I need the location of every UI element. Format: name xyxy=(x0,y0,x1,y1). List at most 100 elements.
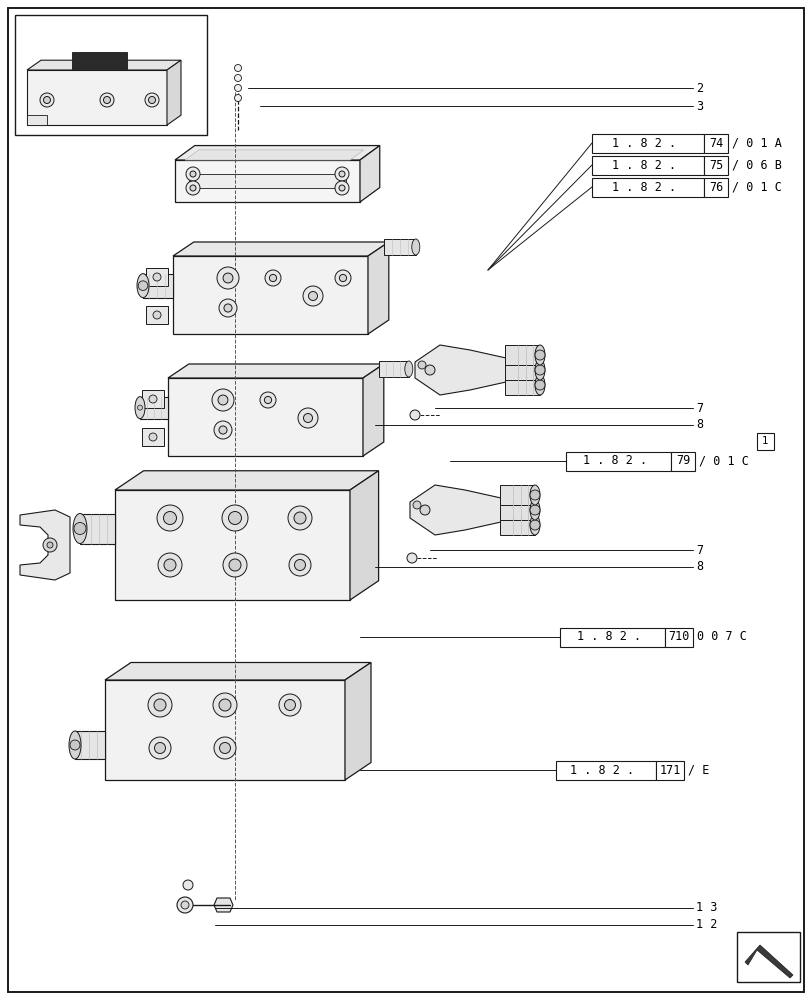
Ellipse shape xyxy=(405,361,412,377)
Text: 171: 171 xyxy=(659,764,680,776)
Circle shape xyxy=(264,396,271,404)
Polygon shape xyxy=(359,146,380,202)
Polygon shape xyxy=(173,256,367,334)
Polygon shape xyxy=(146,268,168,286)
Circle shape xyxy=(279,694,301,716)
Circle shape xyxy=(294,512,306,524)
Circle shape xyxy=(190,171,195,177)
Text: / 0 1 C: / 0 1 C xyxy=(731,181,781,194)
Text: 1 2: 1 2 xyxy=(695,918,716,931)
Circle shape xyxy=(148,395,157,403)
Polygon shape xyxy=(410,485,509,535)
Circle shape xyxy=(335,270,350,286)
Polygon shape xyxy=(146,306,168,324)
Circle shape xyxy=(406,553,417,563)
Text: 8: 8 xyxy=(695,418,702,432)
Circle shape xyxy=(186,181,200,195)
Bar xyxy=(670,452,694,471)
Ellipse shape xyxy=(534,345,544,365)
Ellipse shape xyxy=(137,274,148,298)
Circle shape xyxy=(294,560,305,570)
Polygon shape xyxy=(142,390,164,408)
Circle shape xyxy=(284,700,295,710)
Circle shape xyxy=(260,392,276,408)
Circle shape xyxy=(214,421,232,439)
Bar xyxy=(703,134,727,153)
Text: 74: 74 xyxy=(708,137,723,150)
Polygon shape xyxy=(214,898,233,912)
Circle shape xyxy=(219,299,237,317)
Text: 79: 79 xyxy=(675,454,689,468)
Circle shape xyxy=(217,267,238,289)
Circle shape xyxy=(228,512,241,524)
Circle shape xyxy=(338,171,345,177)
Ellipse shape xyxy=(530,485,539,505)
Polygon shape xyxy=(115,490,350,600)
Circle shape xyxy=(148,97,156,104)
Circle shape xyxy=(148,433,157,441)
Polygon shape xyxy=(142,428,164,446)
Bar xyxy=(591,156,703,175)
Polygon shape xyxy=(345,662,371,780)
Circle shape xyxy=(103,97,110,104)
Polygon shape xyxy=(20,510,70,580)
Polygon shape xyxy=(27,70,167,125)
Polygon shape xyxy=(168,364,384,378)
Circle shape xyxy=(152,311,161,319)
Circle shape xyxy=(338,185,345,191)
Text: / 0 1 C: / 0 1 C xyxy=(698,454,748,468)
Circle shape xyxy=(182,880,193,890)
Circle shape xyxy=(419,505,430,515)
Circle shape xyxy=(269,274,277,282)
Circle shape xyxy=(335,167,349,181)
Circle shape xyxy=(190,185,195,191)
Polygon shape xyxy=(173,242,388,256)
Text: 1 . 8 2 .: 1 . 8 2 . xyxy=(611,137,683,150)
Text: 1 . 8 2 .: 1 . 8 2 . xyxy=(576,630,647,644)
Ellipse shape xyxy=(411,239,419,255)
Circle shape xyxy=(218,395,228,405)
Circle shape xyxy=(214,737,236,759)
Ellipse shape xyxy=(69,731,81,759)
Polygon shape xyxy=(167,60,181,125)
Circle shape xyxy=(70,740,80,750)
Bar xyxy=(565,452,670,471)
Circle shape xyxy=(530,490,539,500)
Circle shape xyxy=(413,501,420,509)
Polygon shape xyxy=(500,515,534,535)
Text: 2: 2 xyxy=(695,82,702,95)
Circle shape xyxy=(424,365,435,375)
Polygon shape xyxy=(379,361,408,377)
Circle shape xyxy=(219,426,227,434)
Circle shape xyxy=(181,901,189,909)
Circle shape xyxy=(224,304,232,312)
Polygon shape xyxy=(744,945,792,978)
Circle shape xyxy=(335,181,349,195)
Circle shape xyxy=(339,274,346,282)
Text: 8: 8 xyxy=(695,560,702,574)
Circle shape xyxy=(234,75,241,82)
Circle shape xyxy=(223,553,247,577)
Ellipse shape xyxy=(135,397,145,419)
Circle shape xyxy=(303,414,312,422)
Bar xyxy=(556,760,655,780)
Polygon shape xyxy=(27,115,47,125)
Circle shape xyxy=(148,693,172,717)
Circle shape xyxy=(223,273,233,283)
Bar xyxy=(756,433,773,450)
Circle shape xyxy=(298,408,318,428)
Circle shape xyxy=(164,559,176,571)
Bar xyxy=(655,760,683,780)
Circle shape xyxy=(534,380,544,390)
Circle shape xyxy=(221,505,247,531)
Polygon shape xyxy=(350,471,378,600)
Circle shape xyxy=(40,93,54,107)
Circle shape xyxy=(43,538,57,552)
Text: 1 . 8 2 .: 1 . 8 2 . xyxy=(582,454,654,468)
Bar xyxy=(591,134,703,153)
Ellipse shape xyxy=(530,515,539,535)
Circle shape xyxy=(212,693,237,717)
Bar xyxy=(736,932,799,982)
Text: 3: 3 xyxy=(695,100,702,113)
Bar xyxy=(72,52,127,70)
